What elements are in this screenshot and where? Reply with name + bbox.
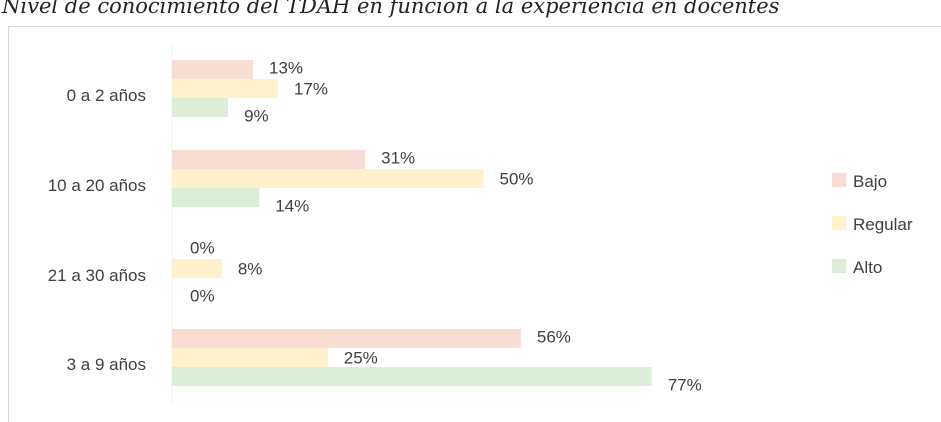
data-label: 77% bbox=[668, 376, 702, 395]
category-tick-label: 3 a 9 años bbox=[67, 355, 146, 374]
data-label: 17% bbox=[294, 80, 328, 99]
data-label: 31% bbox=[381, 149, 415, 168]
bar-bajo bbox=[172, 150, 366, 169]
bar-alto bbox=[172, 367, 652, 386]
legend-label: Alto bbox=[853, 258, 882, 277]
category-tick-label: 10 a 20 años bbox=[48, 176, 146, 195]
data-label: 13% bbox=[269, 59, 303, 78]
bar-bajo bbox=[172, 60, 253, 79]
legend-label: Regular bbox=[853, 215, 913, 234]
data-label: 25% bbox=[344, 349, 378, 368]
legend-swatch-alto bbox=[832, 259, 846, 273]
category-tick-label: 21 a 30 años bbox=[48, 266, 146, 285]
bar-bajo bbox=[172, 329, 521, 348]
bar-regular bbox=[172, 79, 278, 98]
bar-alto bbox=[172, 98, 229, 117]
bar-regular bbox=[172, 169, 484, 188]
data-label: 0% bbox=[190, 239, 215, 258]
bar-alto bbox=[172, 188, 260, 207]
bar-regular bbox=[172, 259, 222, 278]
chart-title: Nivel de conocimiento del TDAH en funció… bbox=[2, 0, 780, 18]
category-tick-label: 0 a 2 años bbox=[67, 86, 146, 105]
bar-regular bbox=[172, 348, 328, 367]
data-label: 50% bbox=[500, 170, 534, 189]
data-label: 9% bbox=[244, 107, 269, 126]
data-label: 56% bbox=[537, 328, 571, 347]
data-label: 0% bbox=[190, 287, 215, 306]
legend-swatch-regular bbox=[832, 216, 846, 230]
legend-label: Bajo bbox=[853, 172, 887, 191]
chart-frame bbox=[8, 26, 941, 422]
legend-swatch-bajo bbox=[832, 173, 846, 187]
data-label: 14% bbox=[275, 197, 309, 216]
data-label: 8% bbox=[238, 260, 263, 279]
